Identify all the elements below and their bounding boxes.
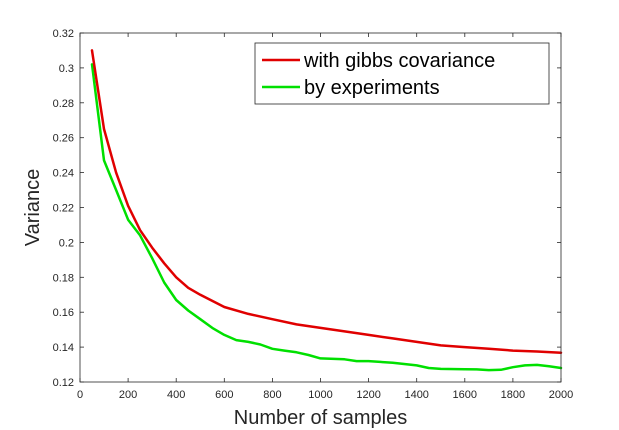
y-tick-label: 0.16 [53, 307, 74, 319]
y-tick-label: 0.32 [53, 28, 74, 40]
x-tick-label: 1000 [308, 389, 332, 401]
legend-box [254, 42, 550, 105]
y-tick-label: 0.18 [53, 272, 74, 284]
x-tick-label: 600 [215, 389, 233, 401]
y-tick-label: 0.14 [53, 342, 74, 354]
x-tick-label: 1200 [356, 389, 380, 401]
x-tick-label: 200 [119, 389, 137, 401]
y-tick-label: 0.22 [53, 203, 74, 215]
y-tick-label: 0.3 [59, 63, 74, 75]
x-tick-label: 1600 [453, 389, 477, 401]
legend: with gibbs covariance by experiments [254, 42, 550, 105]
x-axis: 0 200 400 600 800 1000 1200 1400 1600 1800 2000 [77, 33, 573, 401]
legend-label-gibbs: with gibbs covariance [303, 50, 495, 72]
y-tick-label: 0.24 [53, 168, 74, 180]
legend-label-experiments: by experiments [304, 77, 440, 99]
x-tick-label: 2000 [549, 389, 573, 401]
series-line-gibbs-covariance [90, 49, 563, 354]
y-axis: 0.12 0.14 0.16 0.18 0.2 0.22 0.24 0.26 0.28 0.3 0.… [53, 28, 561, 389]
y-axis-title: Variance [22, 169, 44, 246]
x-tick-label: 1800 [501, 389, 525, 401]
y-tick-label: 0.12 [53, 377, 74, 389]
x-tick-label: 800 [263, 389, 281, 401]
series-line-experiments [90, 63, 563, 372]
x-tick-label: 1400 [404, 389, 428, 401]
x-axis-title: Number of samples [234, 407, 407, 429]
y-tick-label: 0.28 [53, 98, 74, 110]
y-tick-label: 0.26 [53, 133, 74, 145]
x-tick-label: 400 [167, 389, 185, 401]
series-layer [90, 49, 563, 372]
y-tick-label: 0.2 [59, 237, 74, 249]
x-tick-label: 0 [77, 389, 83, 401]
